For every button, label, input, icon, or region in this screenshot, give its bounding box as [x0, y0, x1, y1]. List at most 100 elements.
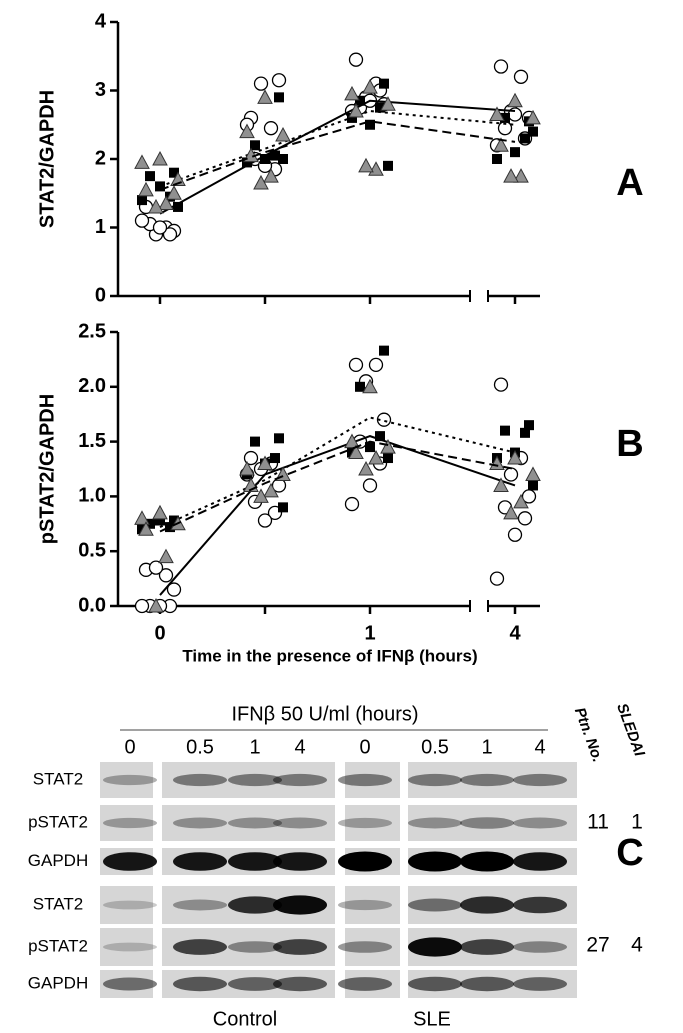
data-point: [507, 92, 523, 108]
band: [408, 773, 462, 787]
band: [173, 976, 227, 992]
column-header: Ptn. No.: [571, 705, 606, 764]
data-point: [243, 450, 259, 466]
blot-strip: [345, 762, 400, 798]
band: [228, 852, 282, 871]
band: [273, 773, 327, 787]
data-point: [152, 504, 168, 520]
data-point: [253, 488, 269, 503]
data-point: [375, 431, 385, 442]
blot-strip: [345, 805, 400, 841]
band: [273, 976, 327, 992]
band: [173, 852, 227, 871]
sledai-score: 1: [631, 811, 643, 834]
time-label: 4: [534, 736, 545, 758]
data-point: [525, 466, 541, 481]
time-label: 1: [249, 736, 260, 758]
data-point: [148, 597, 164, 613]
band: [273, 817, 327, 829]
band: [338, 941, 392, 953]
band: [338, 773, 392, 787]
data-point: [348, 102, 364, 118]
data-point: [489, 571, 505, 586]
band: [228, 773, 282, 787]
band: [338, 817, 392, 829]
data-point: [493, 137, 509, 152]
row-label: pSTAT2: [28, 936, 88, 955]
data-point: [242, 157, 252, 168]
data-point: [253, 174, 269, 190]
time-label: 0.5: [421, 736, 449, 758]
data-point: [525, 109, 541, 125]
x-axis-label: Time in the presence of IFNβ (hours): [182, 646, 477, 665]
data-point: [375, 102, 385, 113]
blot-header: IFNβ 50 U/ml (hours): [231, 703, 418, 725]
data-point: [493, 377, 509, 392]
y-tick-label: 1.5: [78, 430, 106, 452]
data-point: [239, 460, 255, 476]
row-label: GAPDH: [28, 851, 88, 870]
data-point: [528, 126, 538, 137]
column-header: SLEDAI: [613, 701, 648, 759]
data-point: [166, 582, 182, 597]
blot-strip: [408, 805, 577, 841]
y-tick-label: 0: [95, 284, 106, 306]
data-point: [517, 511, 533, 526]
patient-number: 11: [587, 811, 609, 834]
data-point: [257, 455, 273, 471]
data-point: [257, 513, 273, 528]
band: [408, 898, 462, 912]
data-point: [383, 453, 393, 464]
data-point: [365, 119, 375, 130]
band: [460, 976, 514, 992]
band: [460, 896, 514, 914]
band: [228, 977, 282, 991]
data-point: [507, 449, 523, 465]
time-label: 1: [481, 736, 492, 758]
data-point: [368, 357, 384, 373]
blot-strip: [100, 805, 153, 841]
blot-strip: [408, 762, 577, 798]
x-tick-label: 4: [509, 622, 521, 644]
data-point: [239, 123, 255, 139]
row-label: pSTAT2: [28, 812, 88, 831]
data-point: [510, 147, 520, 158]
data-point: [507, 527, 523, 542]
data-point: [250, 436, 260, 447]
data-point: [278, 154, 288, 164]
western-blot: IFNβ 50 U/ml (hours) Ptn. No. SLEDAI Con…: [28, 701, 648, 1030]
blot-strip: [100, 928, 153, 966]
y-tick-label: 0.5: [78, 539, 106, 561]
data-point: [358, 460, 374, 476]
data-point: [134, 510, 150, 525]
band: [338, 899, 392, 911]
data-point: [380, 96, 396, 111]
data-point: [148, 560, 164, 575]
time-label: 0.5: [186, 736, 214, 758]
data-point: [260, 154, 270, 164]
mean-line: [159, 99, 516, 215]
data-point: [158, 548, 174, 564]
data-point: [379, 78, 389, 89]
mean-line: [159, 416, 516, 529]
group-label: Control: [213, 1008, 277, 1030]
band: [408, 817, 462, 829]
data-point: [134, 154, 150, 169]
time-label: 0: [359, 736, 370, 758]
band: [513, 977, 567, 991]
data-point: [274, 92, 284, 103]
data-point: [344, 496, 360, 512]
data-point: [270, 453, 280, 464]
data-point: [134, 213, 150, 228]
data-point: [253, 76, 269, 91]
band: [173, 817, 227, 829]
data-point: [500, 425, 510, 436]
time-label: 0: [124, 736, 135, 758]
row-label: STAT2: [33, 894, 83, 913]
data-point: [274, 433, 284, 444]
data-point: [362, 478, 378, 493]
band: [513, 817, 567, 829]
band: [408, 851, 462, 872]
panel-letter: C: [616, 832, 643, 874]
data-point: [355, 95, 365, 106]
